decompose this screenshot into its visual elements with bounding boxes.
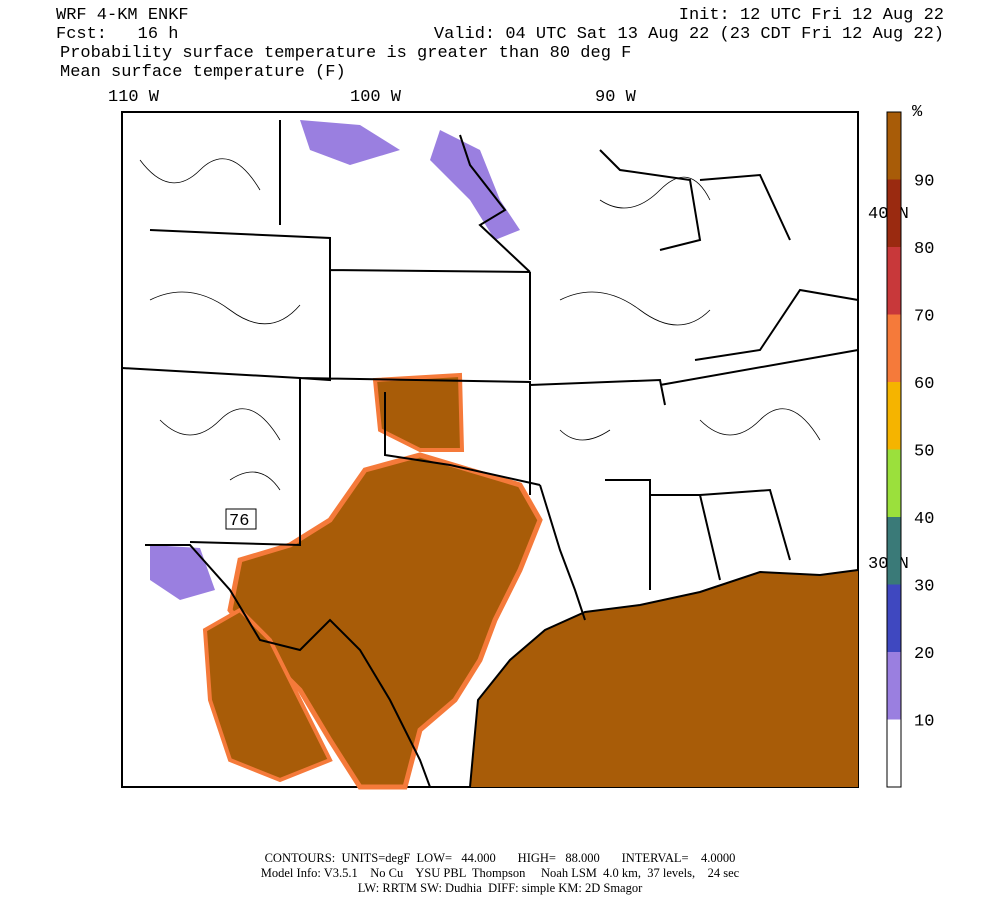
colorbar-segment xyxy=(887,314,901,382)
model-title: WRF 4-KM ENKF xyxy=(56,6,189,25)
contour-label: 76 xyxy=(229,512,249,531)
colorbar-label: 20 xyxy=(914,645,934,664)
contour-label-box xyxy=(225,508,257,530)
state-lines xyxy=(121,120,859,621)
colorbar-segment xyxy=(887,719,901,787)
colorbar-segment xyxy=(887,382,901,450)
colorbar-label: 80 xyxy=(914,240,934,259)
field-subtitle: Mean surface temperature (F) xyxy=(60,63,346,82)
field-title: Probability surface temperature is great… xyxy=(60,44,631,63)
border xyxy=(145,544,431,788)
prob-area xyxy=(470,570,858,787)
prob-area xyxy=(430,130,520,240)
map: 76 xyxy=(121,111,859,790)
prob-area xyxy=(300,120,400,165)
colorbar-label: 70 xyxy=(914,308,934,327)
lon-label: 100 W xyxy=(350,88,402,107)
lon-label: 90 W xyxy=(595,88,637,107)
forecast-hour: Fcst: 16 h xyxy=(56,25,178,44)
colorbar-segment xyxy=(887,112,901,180)
init-time: Init: 12 UTC Fri 12 Aug 22 xyxy=(679,6,944,25)
colorbar-segment xyxy=(887,179,901,247)
prob-area xyxy=(227,452,543,790)
footer-line: Model Info: V3.5.1 No Cu YSU PBL Thompso… xyxy=(261,866,740,880)
coast xyxy=(469,569,859,788)
contours xyxy=(139,158,821,491)
colorbar-segment xyxy=(887,584,901,652)
footer-line: CONTOURS: UNITS=degF LOW= 44.000 HIGH= 8… xyxy=(265,851,736,865)
footer-line: LW: RRTM SW: Dudhia DIFF: simple KM: 2D … xyxy=(358,881,643,895)
colorbar-label: 30 xyxy=(914,578,934,597)
valid-time: Valid: 04 UTC Sat 13 Aug 22 (23 CDT Fri … xyxy=(434,25,944,44)
colorbar-segment xyxy=(887,247,901,315)
colorbar-segment xyxy=(887,652,901,720)
colorbar-label: 60 xyxy=(914,375,934,394)
prob-area xyxy=(150,545,215,600)
colorbar-unit: % xyxy=(912,103,923,122)
colorbar-label: 90 xyxy=(914,173,934,192)
colorbar-label: 10 xyxy=(914,713,934,732)
colorbar-segment xyxy=(887,517,901,585)
prob-area xyxy=(202,607,333,783)
colorbar-segment xyxy=(887,449,901,517)
prob-area xyxy=(372,372,465,452)
lon-label: 110 W xyxy=(108,88,160,107)
colorbar-label: 40 xyxy=(914,510,934,529)
colorbar-frame xyxy=(886,111,902,788)
colorbar-label: 50 xyxy=(914,443,934,462)
colorbar: 10 20 30 40 50 60 70 80 90 xyxy=(886,111,934,788)
